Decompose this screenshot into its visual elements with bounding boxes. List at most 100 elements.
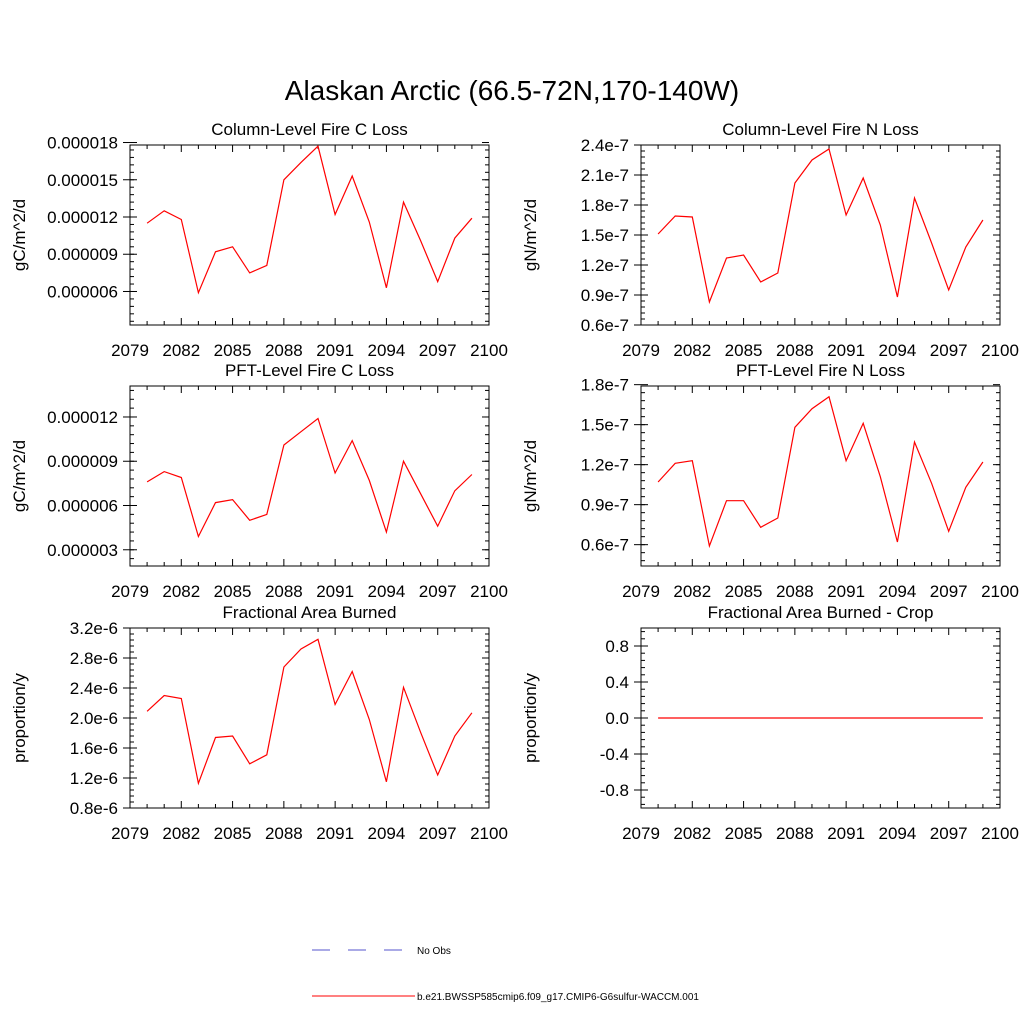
x-tick-label: 2079	[622, 582, 660, 601]
plot-frame	[640, 385, 1001, 567]
plot-frame	[129, 144, 490, 326]
panel-title: PFT-Level Fire N Loss	[736, 361, 905, 380]
x-tick-label: 2088	[265, 341, 303, 360]
x-tick-label: 2097	[930, 824, 968, 843]
x-tick-label: 2097	[419, 341, 457, 360]
y-tick-label: 0.000018	[47, 134, 118, 153]
y-tick-label: -0.8	[600, 781, 629, 800]
y-tick-label: 0.000009	[47, 452, 118, 471]
y-axis-label: proportion/y	[10, 673, 29, 763]
y-tick-label: 2.1e-7	[581, 166, 629, 185]
panel-title: Column-Level Fire C Loss	[211, 120, 408, 139]
panels: Column-Level Fire C Loss gC/m^2/d 2079 2082…	[10, 120, 1019, 843]
y-axis-label: gN/m^2/d	[521, 440, 540, 512]
y-tick-label: 0.000015	[47, 171, 118, 190]
x-tick-label: 2094	[879, 341, 917, 360]
x-tick-label: 2091	[316, 582, 354, 601]
y-tick-label: 0.000012	[47, 208, 118, 227]
x-tick-label: 2100	[981, 341, 1019, 360]
x-tick-label: 2100	[981, 582, 1019, 601]
x-tick-label: 2097	[930, 582, 968, 601]
y-tick-label: 1.8e-7	[581, 196, 629, 215]
x-tick-label: 2091	[827, 824, 865, 843]
panel-title: PFT-Level Fire C Loss	[225, 361, 394, 380]
y-tick-label: 0.6e-7	[581, 316, 629, 335]
y-tick-label: 0.8e-6	[70, 799, 118, 818]
x-tick-label: 2079	[111, 341, 149, 360]
x-tick-label: 2100	[470, 341, 508, 360]
x-tick-label: 2094	[879, 824, 917, 843]
y-tick-label: 0.9e-7	[581, 496, 629, 515]
y-tick-label: 1.5e-7	[581, 226, 629, 245]
x-tick-label: 2100	[470, 582, 508, 601]
y-tick-label: 0.6e-7	[581, 536, 629, 555]
x-tick-label: 2079	[622, 341, 660, 360]
x-tick-label: 2088	[265, 582, 303, 601]
y-tick-label: 0.000009	[47, 245, 118, 264]
x-tick-label: 2100	[470, 824, 508, 843]
x-tick-label: 2085	[214, 341, 252, 360]
x-tick-label: 2085	[725, 341, 763, 360]
x-tick-label: 2082	[162, 582, 200, 601]
legend: No Obs b.e21.BWSSP585cmip6.f09_g17.CMIP6-…	[312, 946, 699, 1003]
y-axis-label: gC/m^2/d	[10, 440, 29, 512]
y-tick-label: 0.8	[605, 637, 629, 656]
x-tick-label: 2085	[725, 824, 763, 843]
series-line	[657, 148, 984, 305]
y-tick-label: 0.000006	[47, 282, 118, 301]
x-tick-label: 2082	[673, 824, 711, 843]
y-tick-label: -0.4	[600, 745, 629, 764]
x-tick-label: 2088	[776, 582, 814, 601]
x-tick-label: 2097	[930, 341, 968, 360]
x-tick-label: 2085	[214, 824, 252, 843]
panel-title: Column-Level Fire N Loss	[722, 120, 919, 139]
x-tick-label: 2079	[111, 824, 149, 843]
y-tick-label: 1.6e-6	[70, 739, 118, 758]
y-tick-label: 2.0e-6	[70, 709, 118, 728]
x-tick-label: 2094	[368, 582, 406, 601]
y-tick-label: 1.2e-6	[70, 769, 118, 788]
x-tick-label: 2082	[673, 582, 711, 601]
x-tick-label: 2091	[316, 341, 354, 360]
y-axis-label: gC/m^2/d	[10, 199, 29, 271]
x-tick-label: 2097	[419, 824, 457, 843]
y-tick-label: 0.4	[605, 673, 629, 692]
y-tick-label: 0.9e-7	[581, 286, 629, 305]
x-tick-label: 2094	[368, 824, 406, 843]
plot-frame	[129, 385, 490, 567]
series-line	[146, 638, 473, 786]
y-tick-label: 2.8e-6	[70, 649, 118, 668]
legend-label: b.e21.BWSSP585cmip6.f09_g17.CMIP6-G6sulf…	[417, 992, 699, 1003]
panel-3: PFT-Level Fire C Loss gC/m^2/d 2079 2082 208…	[10, 361, 508, 601]
legend-label: No Obs	[417, 946, 451, 957]
panel-title: Fractional Area Burned	[223, 603, 397, 622]
y-tick-label: 0.0	[605, 709, 629, 728]
panel-5: Fractional Area Burned proportion/y 2079 20…	[10, 603, 508, 843]
plot-frame	[129, 627, 490, 809]
figure-title: Alaskan Arctic (66.5-72N,170-140W)	[285, 75, 739, 106]
y-axis-label: proportion/y	[521, 673, 540, 763]
y-tick-label: 2.4e-7	[581, 136, 629, 155]
y-tick-label: 0.000003	[47, 541, 118, 560]
x-tick-label: 2088	[776, 824, 814, 843]
x-tick-label: 2082	[673, 341, 711, 360]
panel-6: Fractional Area Burned - Crop proportion/…	[521, 603, 1019, 843]
x-tick-label: 2100	[981, 824, 1019, 843]
x-tick-label: 2082	[162, 824, 200, 843]
panel-title: Fractional Area Burned - Crop	[708, 603, 934, 622]
x-tick-label: 2094	[879, 582, 917, 601]
y-axis-label: gN/m^2/d	[521, 199, 540, 271]
x-tick-label: 2082	[162, 341, 200, 360]
x-tick-label: 2097	[419, 582, 457, 601]
x-tick-label: 2085	[214, 582, 252, 601]
series-line	[657, 395, 984, 549]
panel-4: PFT-Level Fire N Loss gN/m^2/d 2079 2082 208…	[521, 361, 1019, 601]
y-tick-label: 1.8e-7	[581, 376, 629, 395]
x-tick-label: 2079	[111, 582, 149, 601]
y-tick-label: 1.2e-7	[581, 256, 629, 275]
y-tick-label: 2.4e-6	[70, 679, 118, 698]
panel-2: Column-Level Fire N Loss gN/m^2/d 2079 2082…	[521, 120, 1019, 360]
series-line	[146, 417, 473, 539]
x-tick-label: 2088	[776, 341, 814, 360]
